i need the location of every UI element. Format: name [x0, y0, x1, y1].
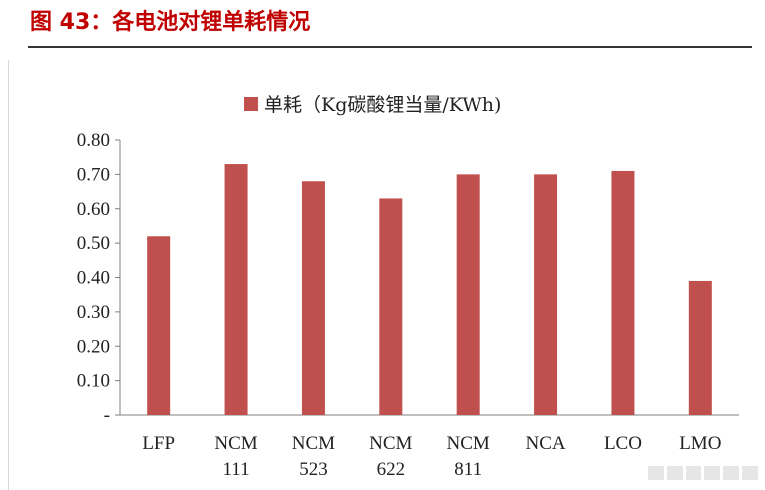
- x-tick-label: LFP: [142, 433, 175, 454]
- x-tick-label: NCM 111: [214, 433, 257, 480]
- bar: [301, 181, 325, 415]
- x-tick-label: LMO: [679, 433, 721, 454]
- bar: [379, 198, 403, 415]
- x-axis-labels: LFP NCM 111 NCM 523 NCM 622 NCM 811 NCA LCO LMO: [142, 433, 721, 480]
- y-tick-label: 0.70: [77, 164, 110, 185]
- y-tick-label: 0.50: [77, 233, 110, 254]
- bar: [224, 164, 248, 415]
- x-tick-label: NCA: [526, 433, 566, 454]
- y-tick-label: 0.60: [77, 199, 110, 220]
- legend-swatch: [244, 97, 258, 111]
- y-tick-label: -: [104, 405, 110, 426]
- y-tick-label: 0.30: [77, 302, 110, 323]
- x-tick-label: LCO: [604, 433, 642, 454]
- y-tick-label: 0.40: [77, 268, 110, 289]
- page-left-border: [8, 60, 9, 490]
- watermark: [648, 462, 758, 484]
- bar: [611, 170, 635, 415]
- bar: [688, 280, 712, 415]
- bars: [147, 164, 712, 415]
- legend-label: 单耗（Kg碳酸锂当量/KWh): [264, 94, 501, 116]
- y-tick-label: 0.20: [77, 336, 110, 357]
- x-tick-label: NCM 811: [447, 433, 490, 480]
- figure-title: 图 43：各电池对锂单耗情况: [30, 10, 311, 35]
- bar: [456, 174, 480, 415]
- bar: [147, 236, 171, 415]
- y-axis-ticks: - 0.10 0.20 0.30 0.40 0.50 0.60 0.70 0.80: [77, 130, 120, 426]
- y-tick-label: 0.80: [77, 130, 110, 151]
- legend: 单耗（Kg碳酸锂当量/KWh): [244, 94, 501, 116]
- x-tick-label: NCM 523: [292, 433, 335, 480]
- y-tick-label: 0.10: [77, 371, 110, 392]
- title-divider: [28, 46, 752, 48]
- x-tick-label: NCM 622: [369, 433, 412, 480]
- bar: [534, 174, 558, 415]
